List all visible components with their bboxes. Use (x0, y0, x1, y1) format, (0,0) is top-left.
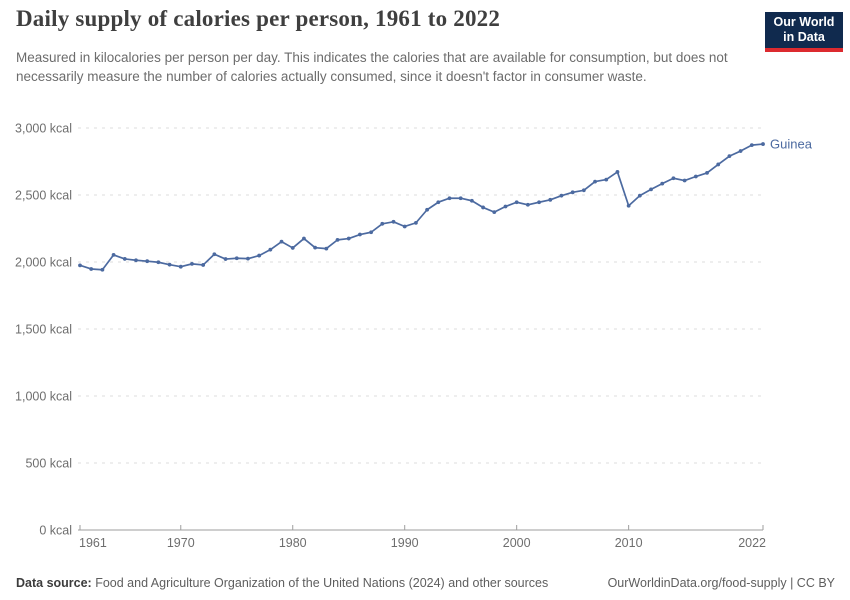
y-tick-label: 0 kcal (39, 524, 72, 538)
data-point[interactable] (145, 259, 150, 264)
series-line-guinea[interactable] (79, 143, 764, 271)
data-point[interactable] (425, 207, 429, 212)
data-point[interactable] (324, 246, 329, 251)
data-point[interactable] (302, 236, 306, 241)
data-point[interactable] (738, 149, 743, 153)
data-point[interactable] (290, 246, 295, 250)
data-point[interactable] (637, 193, 642, 198)
data-point[interactable] (705, 170, 709, 175)
data-point[interactable] (246, 256, 250, 261)
data-point[interactable] (268, 247, 273, 252)
x-tick-label: 2022 (738, 536, 766, 550)
x-tick-label: 1990 (391, 536, 419, 550)
data-point[interactable] (257, 253, 262, 258)
data-point[interactable] (380, 221, 385, 226)
data-point[interactable] (660, 181, 665, 186)
owid-logo[interactable]: Our World in Data (765, 12, 843, 52)
x-tick-label: 1970 (167, 536, 195, 550)
data-point[interactable] (212, 252, 217, 257)
data-point[interactable] (503, 204, 508, 209)
data-point[interactable] (178, 264, 183, 269)
data-point[interactable] (492, 210, 497, 215)
data-point[interactable] (604, 177, 609, 182)
data-point[interactable] (402, 224, 407, 229)
data-point[interactable] (581, 188, 586, 193)
y-tick-label: 3,000 kcal (15, 122, 72, 136)
logo-line-2: in Data (783, 30, 825, 44)
data-point[interactable] (626, 203, 631, 208)
data-point[interactable] (436, 200, 441, 205)
data-point[interactable] (313, 245, 318, 250)
data-point[interactable] (111, 252, 116, 257)
data-point[interactable] (346, 236, 351, 241)
data-point[interactable] (201, 263, 206, 267)
chart-footer: Data source: Food and Agriculture Organi… (16, 576, 835, 590)
data-point[interactable] (682, 178, 687, 183)
data-point[interactable] (671, 176, 676, 181)
x-tick-label: 2000 (503, 536, 531, 550)
page-title: Daily supply of calories per person, 196… (16, 6, 501, 31)
data-point[interactable] (156, 260, 161, 265)
x-tick-label: 2010 (615, 536, 643, 550)
data-point[interactable] (693, 174, 698, 179)
data-point[interactable] (615, 170, 620, 174)
owid-url-link[interactable]: OurWorldinData.org/food-supply | CC BY (607, 576, 835, 590)
data-point[interactable] (78, 263, 82, 268)
data-point[interactable] (335, 237, 340, 242)
data-point[interactable] (122, 257, 127, 261)
data-point[interactable] (100, 267, 105, 272)
data-point[interactable] (469, 198, 474, 203)
x-tick-label: 1961 (79, 536, 107, 550)
data-point[interactable] (391, 219, 396, 224)
y-tick-label: 500 kcal (25, 457, 72, 471)
data-point[interactable] (537, 200, 541, 205)
data-point[interactable] (89, 267, 94, 271)
data-point[interactable] (570, 190, 575, 195)
data-point[interactable] (649, 187, 653, 192)
data-point[interactable] (223, 257, 228, 261)
y-tick-label: 2,500 kcal (15, 189, 72, 203)
data-point[interactable] (749, 143, 754, 148)
data-point[interactable] (593, 179, 597, 184)
data-point[interactable] (358, 232, 362, 237)
entity-label: Guinea (770, 137, 813, 152)
data-point[interactable] (447, 196, 452, 201)
data-point[interactable] (559, 193, 564, 198)
data-point[interactable] (514, 200, 519, 205)
data-source-note: Data source: Food and Agriculture Organi… (16, 576, 548, 590)
data-point[interactable] (414, 220, 418, 225)
data-point[interactable] (234, 256, 239, 261)
data-source-label: Data source: (16, 576, 92, 590)
data-point[interactable] (727, 154, 732, 159)
x-tick-label: 1980 (279, 536, 307, 550)
data-source-text: Food and Agriculture Organization of the… (91, 576, 549, 590)
data-point[interactable] (369, 230, 374, 235)
logo-line-1: Our World (773, 14, 835, 29)
data-point[interactable] (167, 262, 172, 267)
data-point[interactable] (548, 197, 553, 202)
data-point[interactable] (190, 261, 194, 266)
y-tick-label: 1,000 kcal (15, 390, 72, 404)
data-point[interactable] (458, 196, 463, 201)
chart-subtitle: Measured in kilocalories per person per … (16, 50, 728, 85)
data-point[interactable] (761, 142, 765, 146)
data-point[interactable] (481, 205, 485, 210)
y-tick-label: 2,000 kcal (15, 256, 72, 270)
data-point[interactable] (134, 258, 138, 263)
data-point[interactable] (525, 202, 530, 207)
data-point[interactable] (279, 239, 284, 244)
data-point[interactable] (716, 162, 721, 167)
y-tick-label: 1,500 kcal (15, 323, 72, 337)
